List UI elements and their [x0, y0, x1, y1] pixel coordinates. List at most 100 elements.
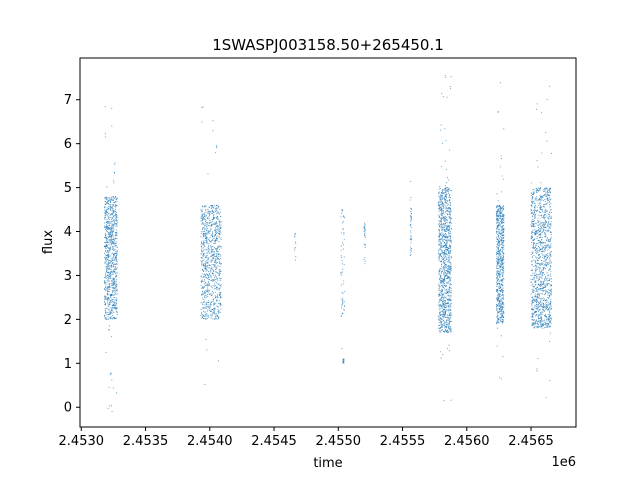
data-point	[216, 295, 218, 297]
data-point	[444, 277, 446, 279]
data-point	[438, 294, 440, 296]
data-point	[499, 222, 501, 224]
data-point	[104, 282, 106, 284]
data-point	[217, 246, 219, 248]
data-point	[439, 269, 441, 271]
data-point	[541, 305, 543, 307]
data-point	[112, 199, 114, 201]
data-point	[443, 220, 445, 222]
data-point	[550, 304, 552, 306]
data-point	[112, 304, 114, 307]
data-point	[208, 248, 210, 250]
data-point	[216, 217, 218, 219]
data-point	[549, 332, 551, 334]
data-point	[113, 182, 115, 184]
data-point	[113, 296, 115, 299]
data-point	[112, 310, 114, 312]
data-point	[544, 218, 546, 220]
data-point	[445, 326, 448, 328]
data-point	[116, 220, 118, 222]
data-point	[547, 302, 550, 304]
data-point	[218, 229, 220, 231]
data-point	[544, 225, 546, 227]
data-point	[107, 288, 109, 290]
flux-dip-cluster-0	[342, 358, 345, 364]
data-point	[443, 321, 445, 323]
data-point	[532, 240, 534, 242]
data-point	[544, 285, 546, 287]
data-point	[499, 286, 501, 288]
data-point	[548, 240, 550, 242]
data-point	[112, 215, 114, 217]
data-point	[441, 210, 443, 212]
data-point	[537, 315, 539, 317]
data-point	[531, 232, 533, 235]
data-point	[446, 288, 448, 290]
data-point	[502, 249, 504, 251]
data-point	[112, 205, 114, 207]
data-point	[447, 315, 449, 317]
data-point	[107, 233, 109, 236]
data-point	[501, 208, 503, 210]
data-point	[547, 317, 549, 319]
data-point	[499, 82, 501, 84]
data-point	[202, 106, 204, 108]
data-point	[104, 236, 106, 238]
data-point	[112, 204, 114, 206]
data-point	[216, 272, 218, 274]
data-point	[203, 285, 205, 288]
data-point	[502, 281, 504, 283]
data-point	[499, 244, 501, 246]
data-point	[445, 296, 447, 298]
data-point	[205, 284, 207, 286]
data-point	[114, 212, 116, 214]
data-point	[533, 192, 535, 194]
data-point	[544, 226, 547, 228]
data-point	[109, 208, 111, 210]
data-point	[210, 277, 212, 279]
data-point	[444, 308, 446, 310]
data-point	[534, 269, 536, 271]
data-point	[115, 281, 117, 283]
data-point	[544, 248, 546, 251]
data-point	[537, 204, 539, 206]
data-point	[550, 202, 552, 204]
data-point	[544, 306, 546, 309]
data-point	[205, 232, 207, 234]
data-point	[220, 302, 222, 304]
data-point	[444, 233, 446, 236]
data-point	[440, 297, 442, 299]
data-point	[109, 235, 111, 237]
data-point	[439, 268, 441, 270]
data-point	[543, 305, 545, 307]
data-point	[208, 264, 211, 266]
data-point	[533, 299, 535, 301]
data-point	[537, 254, 539, 256]
data-point	[448, 344, 450, 346]
data-point	[501, 230, 503, 232]
data-point	[445, 228, 447, 230]
data-point	[537, 289, 539, 291]
data-point	[217, 218, 219, 220]
data-point	[111, 248, 113, 251]
data-point	[108, 204, 110, 206]
data-point	[546, 325, 549, 327]
data-point	[501, 258, 503, 260]
data-point	[446, 273, 448, 275]
data-point	[548, 264, 550, 266]
data-point	[450, 249, 452, 251]
data-point	[201, 315, 203, 317]
data-point	[115, 274, 117, 276]
data-point	[440, 314, 442, 316]
data-point	[438, 236, 440, 238]
data-point	[108, 279, 110, 281]
data-point	[545, 187, 547, 190]
data-point	[538, 297, 540, 299]
data-point	[538, 309, 540, 311]
data-point	[116, 219, 118, 221]
data-point	[448, 229, 450, 231]
data-point	[549, 211, 551, 213]
data-point	[531, 212, 533, 214]
data-point	[538, 210, 540, 213]
data-point	[114, 306, 116, 309]
